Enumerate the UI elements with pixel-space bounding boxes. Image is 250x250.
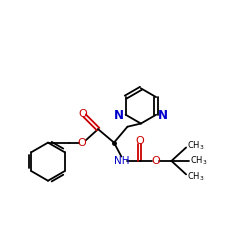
Text: N: N bbox=[114, 110, 124, 122]
Text: O: O bbox=[151, 156, 160, 166]
Text: O: O bbox=[135, 136, 144, 146]
Text: O: O bbox=[78, 109, 87, 119]
Text: O: O bbox=[78, 138, 86, 147]
Text: CH$_3$: CH$_3$ bbox=[187, 170, 205, 182]
Text: NH: NH bbox=[114, 156, 129, 166]
Text: CH$_3$: CH$_3$ bbox=[187, 139, 205, 152]
Text: N: N bbox=[158, 110, 168, 122]
Text: CH$_3$: CH$_3$ bbox=[190, 155, 207, 167]
